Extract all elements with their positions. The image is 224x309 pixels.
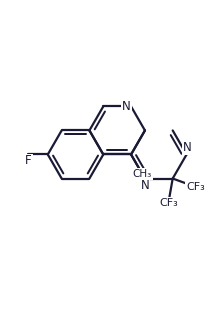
Text: N: N [141, 179, 149, 192]
Text: CF₃: CF₃ [186, 182, 205, 192]
Text: CF₃: CF₃ [159, 197, 178, 208]
Text: N: N [122, 100, 131, 113]
Text: CH₃: CH₃ [133, 169, 152, 179]
Text: N: N [183, 142, 192, 154]
Text: F: F [25, 154, 32, 167]
